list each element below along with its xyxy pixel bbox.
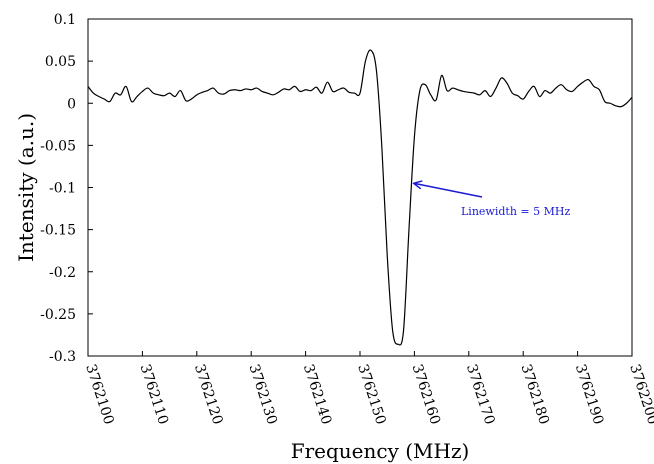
annotation-arrow [414, 183, 483, 198]
spectrum-line [87, 49, 633, 346]
x-tick-label: 3762200 [626, 362, 654, 426]
y-tick-label: -0.25 [40, 307, 76, 323]
y-tick-label: -0.15 [40, 223, 76, 239]
y-tick-label: -0.3 [49, 349, 76, 365]
y-axis-title: Intensity (a.u.) [14, 113, 38, 262]
y-tick-label: -0.1 [49, 181, 76, 197]
x-axis-title: Frequency (MHz) [291, 439, 470, 463]
x-tick-label: 3762100 [82, 362, 116, 426]
x-tick-label: 3762150 [354, 362, 388, 426]
plot-area-frame [87, 18, 633, 357]
x-tick-label: 3762120 [191, 362, 225, 426]
x-tick-label: 3762110 [137, 362, 171, 426]
x-tick-label: 3762140 [300, 362, 334, 426]
x-tick-label: 3762160 [409, 362, 443, 426]
x-tick-label: 3762130 [245, 362, 279, 426]
y-tick-label: -0.2 [49, 265, 76, 281]
x-tick-label: 3762180 [517, 362, 551, 426]
y-tick-label: 0.05 [45, 54, 76, 70]
x-axis-ticks: 3762100 3762110 3762120 3762130 3762140 37621… [82, 351, 654, 427]
y-tick-label: 0.1 [54, 12, 76, 28]
y-tick-label: -0.05 [40, 138, 76, 154]
y-tick-label: 0 [67, 96, 76, 112]
x-tick-label: 3762170 [463, 362, 497, 426]
annotation-text: Linewidth = 5 MHz [461, 205, 570, 218]
y-axis-ticks: 0.1 0.05 0 -0.05 -0.1 -0.15 -0.2 -0.25 -0.3 [40, 12, 93, 365]
x-tick-label: 3762190 [572, 362, 606, 426]
